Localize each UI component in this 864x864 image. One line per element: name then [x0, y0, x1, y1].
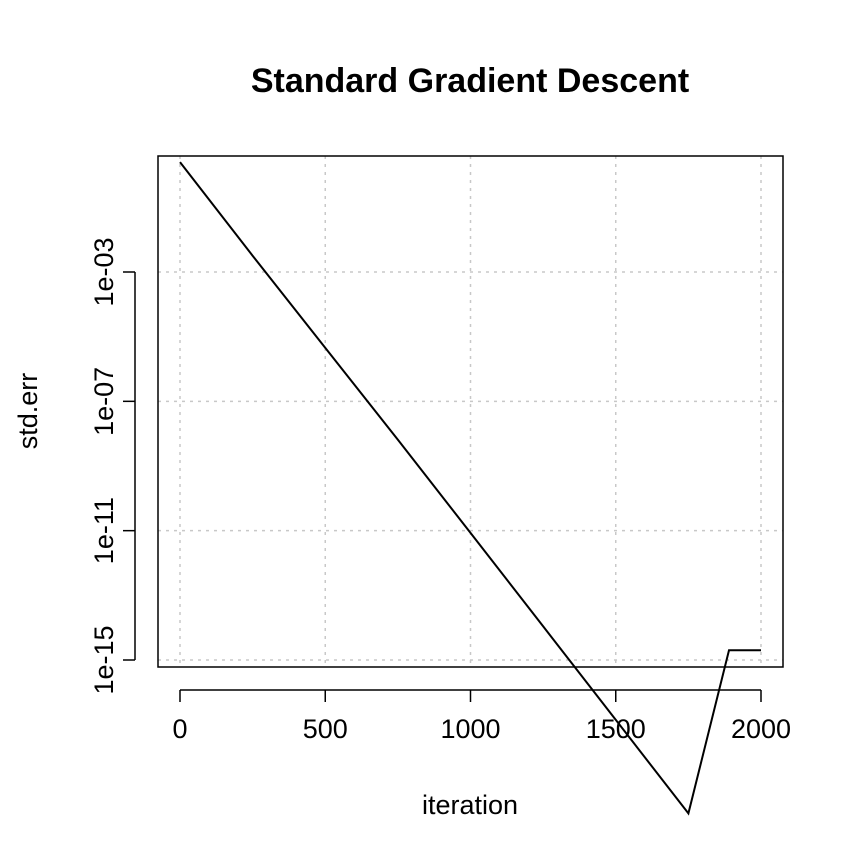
y-axis-label: std.err	[13, 373, 43, 450]
chart-title: Standard Gradient Descent	[251, 62, 689, 100]
x-axis-label: iteration	[422, 790, 518, 820]
series-line	[179, 161, 761, 816]
y-tick-label: 1e-07	[89, 367, 119, 436]
x-tick-label: 1000	[440, 714, 500, 744]
x-axis: 0 500 1000 1500 2000	[172, 689, 791, 744]
x-tick-label: 2000	[731, 714, 791, 744]
grid	[158, 156, 783, 667]
y-axis: 1e-03 1e-07 1e-11 1e-15	[89, 237, 136, 695]
y-tick-label: 1e-03	[89, 237, 119, 306]
plot-frame	[157, 155, 784, 668]
x-tick-label: 500	[303, 714, 348, 744]
x-tick-label: 0	[172, 714, 187, 744]
y-tick-label: 1e-11	[89, 497, 119, 564]
y-tick-label: 1e-15	[89, 625, 119, 694]
series-layer	[179, 161, 761, 816]
x-tick-label: 1500	[586, 714, 646, 744]
